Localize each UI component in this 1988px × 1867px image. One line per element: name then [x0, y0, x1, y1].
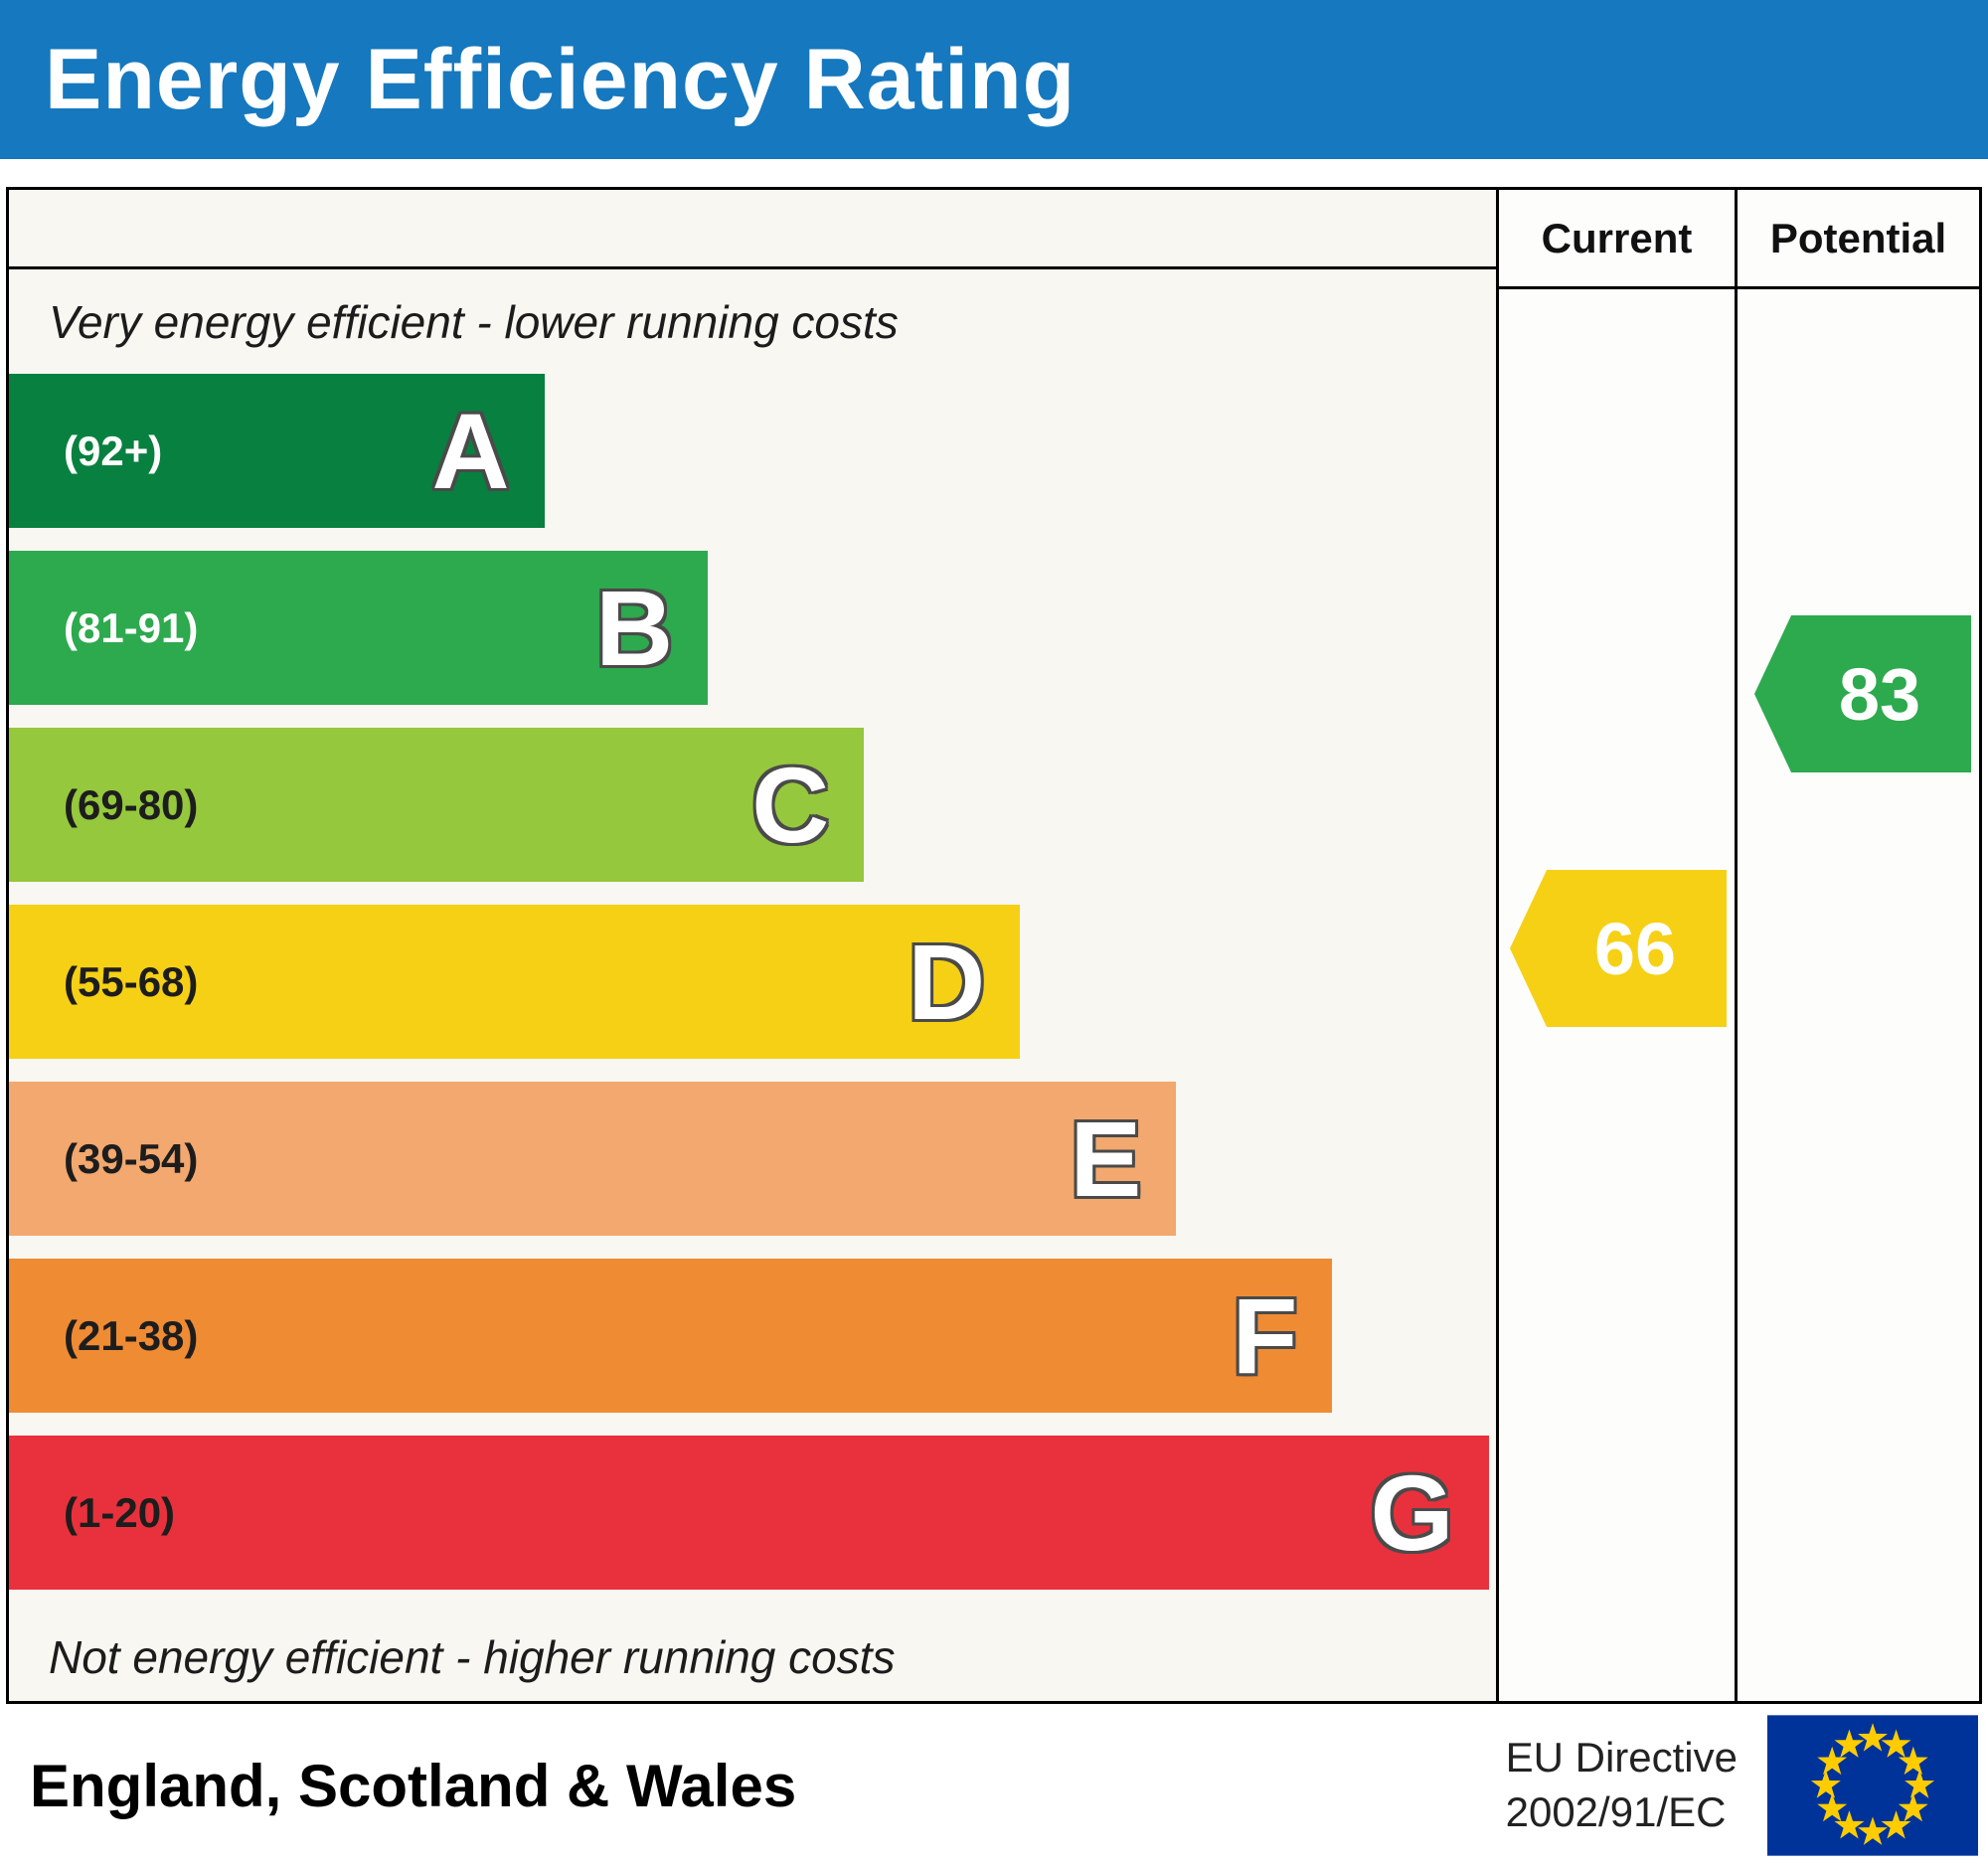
band-bar-g: (1-20) G: [9, 1436, 1489, 1590]
band-letter: A: [431, 390, 510, 511]
bands-column-header-empty: [9, 190, 1496, 269]
band-bar-b: (81-91) B: [9, 551, 709, 705]
band-bar-f: (21-38) F: [9, 1259, 1333, 1413]
bands-plot-area: Very energy efficient - lower running co…: [9, 269, 1496, 1701]
eu-directive-text: EU Directive 2002/91/EC: [1506, 1731, 1738, 1839]
current-column: Current 66: [1496, 190, 1735, 1701]
bottom-note: Not energy efficient - higher running co…: [49, 1630, 896, 1683]
current-rating-arrow: 66: [1510, 870, 1727, 1027]
page-title: Energy Efficiency Rating: [45, 31, 1077, 127]
band-range-label: (55-68): [64, 957, 199, 1005]
band-letter: B: [595, 567, 674, 688]
band-range-label: (69-80): [64, 780, 199, 828]
band-bar-a: (92+) A: [9, 374, 545, 528]
band-row-c: (69-80) C: [9, 728, 1496, 882]
band-row-e: (39-54) E: [9, 1082, 1496, 1236]
band-letter: F: [1232, 1274, 1298, 1396]
footer-region-label: England, Scotland & Wales: [30, 1752, 797, 1819]
footer-right: EU Directive 2002/91/EC: [1506, 1715, 1978, 1856]
eu-directive-line2: 2002/91/EC: [1505, 1788, 1727, 1835]
band-range-label: (81-91): [64, 603, 199, 651]
current-column-header: Current: [1499, 190, 1735, 289]
band-letter: D: [908, 921, 986, 1042]
eu-flag-icon: [1767, 1715, 1978, 1856]
rating-table: Very energy efficient - lower running co…: [6, 187, 1982, 1704]
band-row-b: (81-91) B: [9, 551, 1496, 705]
footer: England, Scotland & Wales EU Directive 2…: [0, 1704, 1988, 1867]
band-range-label: (92+): [64, 426, 163, 474]
band-letter: G: [1370, 1451, 1454, 1573]
top-note: Very energy efficient - lower running co…: [49, 295, 899, 348]
band-row-d: (55-68) D: [9, 905, 1496, 1059]
band-row-g: (1-20) G: [9, 1436, 1496, 1590]
band-letter: E: [1070, 1098, 1142, 1219]
band-range-label: (21-38): [64, 1311, 199, 1359]
band-row-a: (92+) A: [9, 374, 1496, 528]
band-bar-c: (69-80) C: [9, 728, 865, 882]
potential-column-header: Potential: [1738, 190, 1979, 289]
band-bar-d: (55-68) D: [9, 905, 1021, 1059]
bands-column: Very energy efficient - lower running co…: [9, 190, 1496, 1701]
potential-rating-arrow: 83: [1754, 615, 1971, 772]
current-column-body: 66: [1499, 289, 1735, 1701]
potential-column-body: 83: [1738, 289, 1979, 1701]
band-letter: C: [751, 744, 830, 865]
eu-directive-line1: EU Directive: [1505, 1734, 1738, 1782]
band-range-label: (1-20): [64, 1488, 176, 1536]
potential-rating-value: 83: [1838, 652, 1921, 736]
header-bar: Energy Efficiency Rating: [0, 0, 1988, 159]
band-range-label: (39-54): [64, 1134, 199, 1182]
current-rating-value: 66: [1593, 907, 1677, 990]
band-row-f: (21-38) F: [9, 1259, 1496, 1413]
band-bar-e: (39-54) E: [9, 1082, 1177, 1236]
potential-column: Potential 83: [1735, 190, 1979, 1701]
